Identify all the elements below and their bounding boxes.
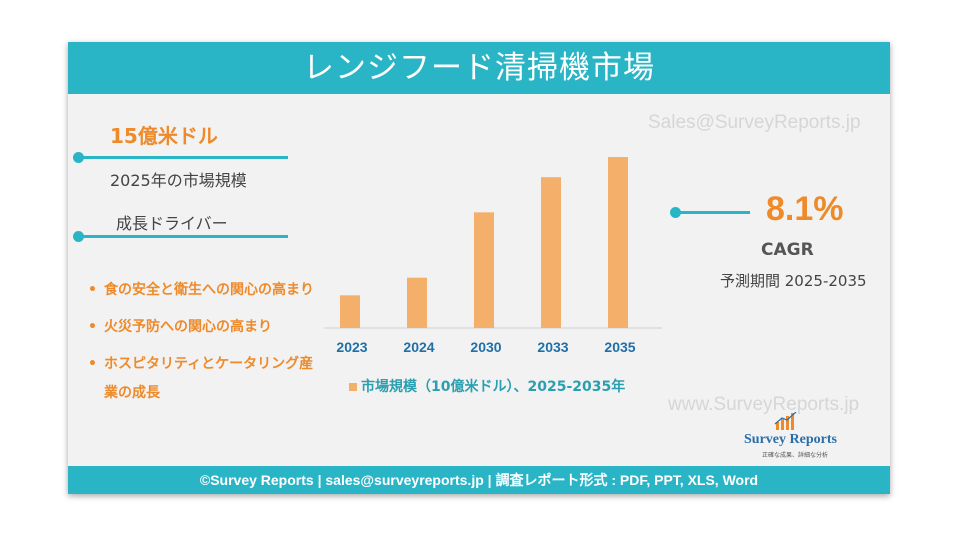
- x-tick-label: 2023: [336, 339, 367, 355]
- footer: ©Survey Reports | sales@surveyreports.jp…: [68, 466, 890, 494]
- cagr-line: [675, 211, 750, 214]
- bar-2023: [340, 295, 360, 328]
- bar-2035: [608, 157, 628, 328]
- market-size-value: 15億米ドル: [110, 124, 218, 148]
- cagr-period: 予測期間 2025-2035: [720, 272, 867, 290]
- cagr-value: 8.1%: [766, 190, 844, 228]
- cagr-label: CAGR: [761, 240, 814, 260]
- driver-item: • ホスピタリティとケータリング産業の成長: [88, 356, 314, 401]
- logo-name: Survey Reports: [744, 432, 837, 447]
- x-tick-label: 2030: [470, 339, 501, 355]
- market-size-label: 2025年の市場規模: [110, 171, 247, 190]
- bar-chart: 2023 2024 2030 2033 2035: [324, 157, 662, 355]
- watermark-email: Sales@SurveyReports.jp: [648, 112, 861, 133]
- x-tick-label: 2033: [537, 339, 568, 355]
- bar-chart-logo-icon: [774, 412, 797, 430]
- market-size-line: [78, 156, 288, 159]
- drivers-list: • 食の安全と衛生への関心の高まり • 火災予防への関心の高まり • ホスピタリティと…: [82, 276, 322, 416]
- legend-label: 市場規模（10億米ドル）、2025-2035年: [361, 379, 626, 395]
- legend-swatch: [349, 383, 357, 391]
- bar-2024: [407, 277, 427, 328]
- bar-2033: [541, 177, 561, 328]
- page-title: レンジフード清掃機市場: [68, 42, 890, 94]
- driver-item: • 火災予防への関心の高まり: [88, 319, 272, 335]
- drivers-heading: 成長ドライバー: [116, 214, 228, 233]
- x-tick-label: 2024: [403, 339, 434, 355]
- driver-item: • 食の安全と衛生への関心の高まり: [88, 282, 314, 298]
- x-tick-label: 2035: [604, 339, 635, 355]
- bar-2030: [474, 212, 494, 328]
- watermark-url: www.SurveyReports.jp: [668, 394, 860, 415]
- infographic-card: レンジフード清掃機市場 Sales@SurveyReports.jp www.S…: [68, 42, 890, 494]
- drivers-line: [78, 235, 288, 238]
- logo-tagline: 正確な成果、詳細な分析: [762, 452, 829, 459]
- survey-reports-logo: Survey Reports 正確な成果、詳細な分析: [744, 412, 864, 462]
